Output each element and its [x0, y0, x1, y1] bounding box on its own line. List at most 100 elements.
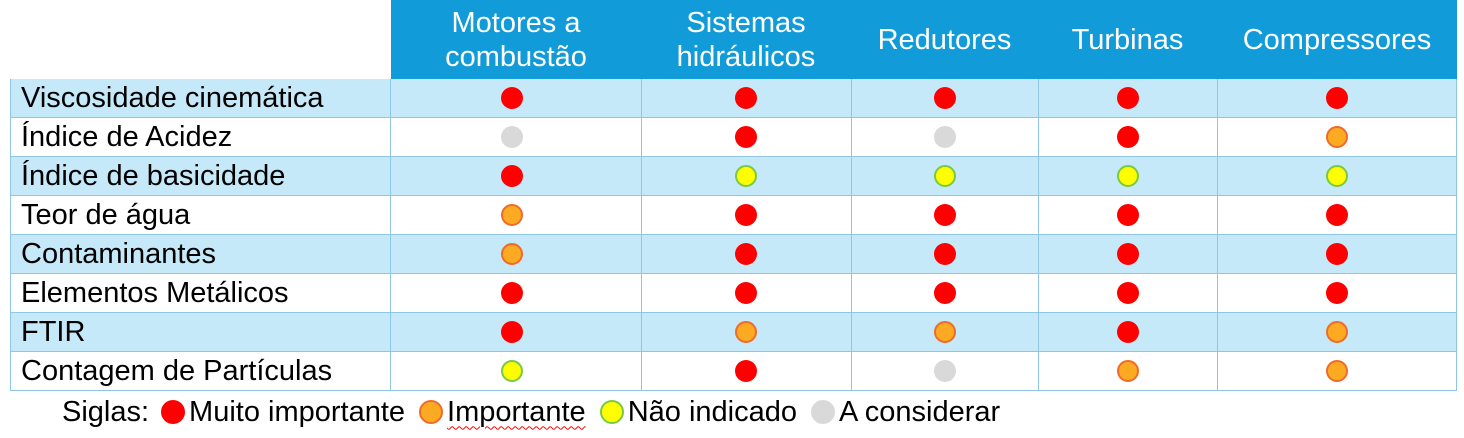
- rating-dot-red: [501, 321, 523, 343]
- rating-dot-orange: [1326, 321, 1348, 343]
- rating-dot-yellow: [501, 360, 523, 382]
- rating-dot-red: [1326, 243, 1348, 265]
- rating-dot-red: [1116, 243, 1139, 265]
- column-divider: [1038, 274, 1039, 312]
- row-label: Índice de Acidez: [21, 120, 233, 153]
- rating-dot-red: [735, 204, 757, 226]
- column-header-3: Turbinas: [1071, 23, 1184, 56]
- row-label-cell: Viscosidade cinemática: [10, 79, 391, 117]
- column-divider: [851, 196, 852, 234]
- row-label-cell: FTIR: [10, 313, 391, 351]
- row-label-cell: Elementos Metálicos: [10, 274, 391, 312]
- column-divider: [1217, 79, 1218, 117]
- rating-dot-red: [933, 282, 956, 304]
- row-label-cell: Contaminantes: [10, 235, 391, 273]
- legend-dot-gray: [810, 400, 835, 424]
- table-row: Contagem de Partículas: [10, 352, 1457, 391]
- rating-dot-red: [735, 126, 757, 148]
- rating-dot-red: [501, 87, 523, 109]
- column-divider: [641, 274, 642, 312]
- column-divider: [641, 196, 642, 234]
- row-label: Viscosidade cinemática: [21, 81, 324, 114]
- rating-dot-orange: [1326, 126, 1348, 148]
- rating-dot-red: [501, 165, 523, 187]
- rating-dot-yellow: [933, 165, 956, 187]
- rating-dot-red: [1326, 204, 1348, 226]
- row-data-cells: [391, 274, 1457, 312]
- column-header-2: Redutores: [877, 23, 1012, 56]
- column-divider: [851, 235, 852, 273]
- rating-dot-red: [501, 282, 523, 304]
- rating-dot-red: [933, 204, 956, 226]
- rating-dot-orange: [501, 243, 523, 265]
- column-divider: [641, 157, 642, 195]
- column-divider: [1038, 196, 1039, 234]
- legend-dot-orange: [419, 400, 444, 424]
- rating-dot-orange: [735, 321, 757, 343]
- row-label: Elementos Metálicos: [21, 276, 289, 309]
- legend-label-orange: Importante: [447, 395, 586, 428]
- column-divider: [1038, 79, 1039, 117]
- column-divider: [851, 118, 852, 156]
- column-divider: [641, 235, 642, 273]
- rating-dot-red: [1116, 204, 1139, 226]
- rating-dot-red: [933, 243, 956, 265]
- row-data-cells: [391, 118, 1457, 156]
- rating-dot-red: [1326, 282, 1348, 304]
- column-divider: [1217, 313, 1218, 351]
- column-divider: [641, 118, 642, 156]
- rating-dot-yellow: [1326, 165, 1348, 187]
- table-row: Viscosidade cinemática: [10, 79, 1457, 118]
- rating-dot-red: [735, 243, 757, 265]
- row-data-cells: [391, 235, 1457, 273]
- rating-dot-gray: [933, 126, 956, 148]
- column-divider: [1038, 313, 1039, 351]
- column-divider: [1217, 352, 1218, 390]
- row-label-cell: Índice de basicidade: [10, 157, 391, 195]
- table-row: Índice de Acidez: [10, 118, 1457, 157]
- column-header-0: Motores a combustão: [445, 6, 587, 73]
- rating-dot-orange: [933, 321, 956, 343]
- column-divider: [1217, 235, 1218, 273]
- legend: Siglas: Muito importante Importante Não in…: [62, 393, 1000, 431]
- legend-label-red: Muito importante: [189, 395, 406, 428]
- column-divider: [1217, 118, 1218, 156]
- row-data-cells: [391, 157, 1457, 195]
- legend-prefix: Siglas:: [62, 395, 150, 428]
- row-data-cells: [391, 313, 1457, 351]
- column-divider: [641, 79, 642, 117]
- column-divider: [1038, 235, 1039, 273]
- legend-label-yellow: Não indicado: [627, 395, 797, 428]
- rating-dot-orange: [1116, 360, 1139, 382]
- rating-dot-red: [735, 360, 757, 382]
- column-divider: [851, 157, 852, 195]
- rating-dot-yellow: [735, 165, 757, 187]
- row-label: Teor de água: [21, 198, 191, 231]
- row-data-cells: [391, 79, 1457, 117]
- rating-dot-yellow: [1116, 165, 1139, 187]
- row-label-cell: Índice de Acidez: [10, 118, 391, 156]
- column-header-1: Sistemas hidráulicos: [676, 6, 816, 73]
- column-divider: [1217, 274, 1218, 312]
- legend-dot-yellow: [599, 400, 624, 424]
- table-row: Teor de água: [10, 196, 1457, 235]
- rating-dot-red: [1326, 87, 1348, 109]
- column-divider: [1038, 352, 1039, 390]
- table-row: FTIR: [10, 313, 1457, 352]
- column-divider: [851, 274, 852, 312]
- rating-dot-red: [1116, 282, 1139, 304]
- row-label: FTIR: [21, 315, 86, 348]
- rating-dot-orange: [501, 204, 523, 226]
- table-row: Índice de basicidade: [10, 157, 1457, 196]
- rating-dot-orange: [1326, 360, 1348, 382]
- column-divider: [1038, 157, 1039, 195]
- column-header-4: Compressores: [1242, 23, 1432, 56]
- column-divider: [641, 313, 642, 351]
- rating-dot-gray: [933, 360, 956, 382]
- row-label: Contagem de Partículas: [21, 354, 333, 387]
- row-data-cells: [391, 196, 1457, 234]
- rating-dot-red: [933, 87, 956, 109]
- column-divider: [641, 352, 642, 390]
- legend-label-gray: A considerar: [838, 395, 1001, 428]
- row-data-cells: [391, 352, 1457, 390]
